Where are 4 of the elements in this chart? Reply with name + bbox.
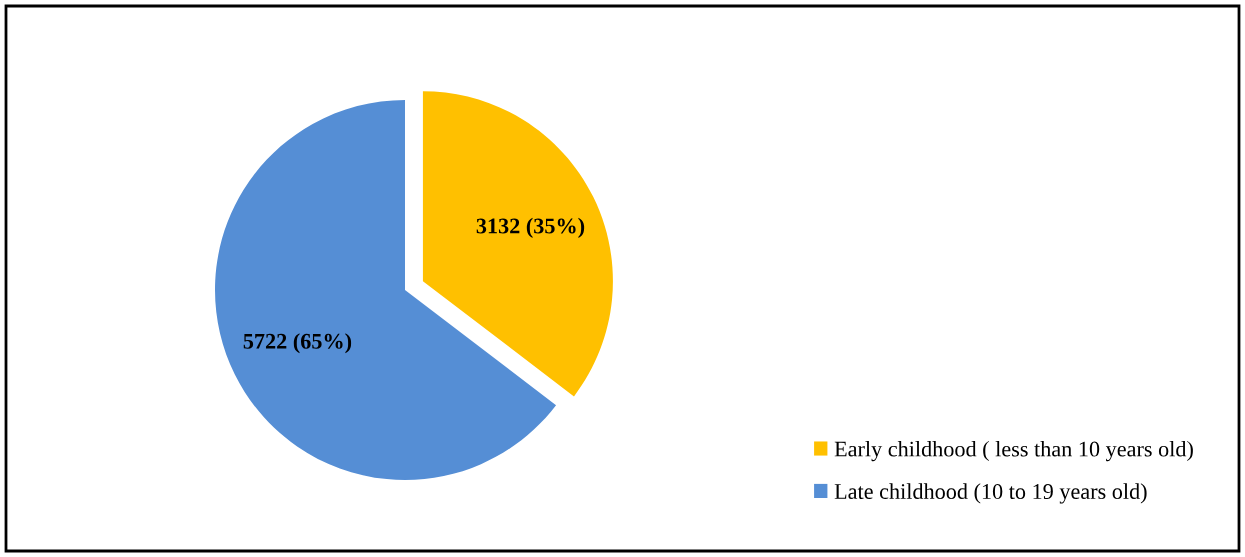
legend-label: Early childhood ( less than 10 years old) <box>834 440 1193 462</box>
data-label: 3132 (35%) <box>476 217 585 238</box>
legend-label: Late childhood (10 to 19 years old) <box>834 483 1147 504</box>
data-label: 5722 (65%) <box>243 333 352 354</box>
